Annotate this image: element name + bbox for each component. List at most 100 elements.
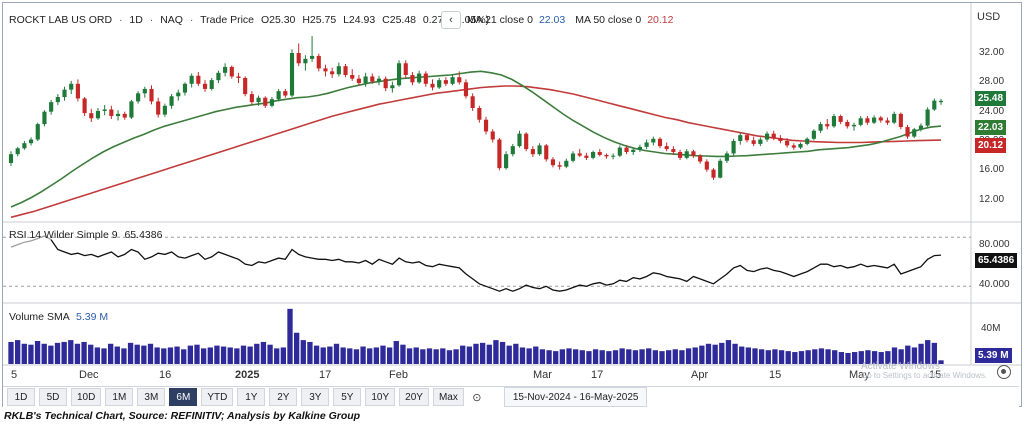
- candle[interactable]: [182, 82, 188, 96]
- candle[interactable]: [283, 88, 288, 98]
- candle[interactable]: [350, 69, 355, 81]
- candle[interactable]: [443, 77, 448, 86]
- chart-canvas[interactable]: [3, 3, 1021, 387]
- range-button-ytd[interactable]: YTD: [201, 388, 234, 406]
- candle[interactable]: [744, 133, 750, 143]
- candle[interactable]: [156, 97, 161, 118]
- candle[interactable]: [310, 36, 315, 62]
- candle[interactable]: [771, 130, 776, 141]
- candle[interactable]: [570, 151, 576, 163]
- candle[interactable]: [62, 86, 67, 101]
- candle[interactable]: [142, 86, 147, 98]
- candle[interactable]: [450, 75, 455, 86]
- volume-legend-label[interactable]: Volume SMA: [9, 311, 70, 323]
- candle[interactable]: [410, 72, 415, 86]
- candle[interactable]: [343, 64, 348, 78]
- candle[interactable]: [209, 77, 214, 91]
- candle[interactable]: [798, 142, 803, 150]
- candle[interactable]: [892, 111, 897, 125]
- candle[interactable]: [778, 135, 783, 144]
- candle[interactable]: [912, 127, 917, 139]
- candle[interactable]: [577, 149, 582, 158]
- candle[interactable]: [544, 143, 549, 162]
- candle[interactable]: [136, 91, 141, 104]
- range-button-10y[interactable]: 10Y: [365, 388, 396, 406]
- candle[interactable]: [811, 129, 816, 141]
- candle[interactable]: [671, 146, 676, 155]
- candle[interactable]: [229, 65, 234, 79]
- candle[interactable]: [818, 121, 823, 133]
- candle[interactable]: [363, 72, 368, 87]
- candle[interactable]: [918, 123, 924, 132]
- candle[interactable]: [878, 116, 883, 123]
- candle[interactable]: [316, 53, 321, 72]
- range-button-2y[interactable]: 2Y: [269, 388, 298, 406]
- candle[interactable]: [504, 151, 509, 170]
- candle[interactable]: [75, 79, 80, 102]
- candle[interactable]: [865, 116, 870, 125]
- candle[interactable]: [303, 55, 308, 71]
- candle[interactable]: [597, 149, 602, 157]
- candle[interactable]: [102, 105, 107, 116]
- candle[interactable]: [537, 143, 542, 156]
- date-range-selector[interactable]: 15-Nov-2024 - 16-May-2025: [503, 387, 648, 407]
- candle[interactable]: [430, 79, 435, 91]
- candle[interactable]: [624, 145, 629, 155]
- candle[interactable]: [805, 137, 810, 146]
- candle[interactable]: [356, 75, 361, 86]
- candle[interactable]: [122, 111, 127, 120]
- candle[interactable]: [711, 168, 716, 180]
- candle[interactable]: [256, 95, 261, 106]
- candle[interactable]: [764, 131, 770, 142]
- range-button-3m[interactable]: 3M: [137, 388, 166, 406]
- range-button-5d[interactable]: 5D: [39, 388, 67, 406]
- candle[interactable]: [510, 143, 515, 157]
- range-button-1y[interactable]: 1Y: [237, 388, 266, 406]
- candle[interactable]: [845, 119, 850, 129]
- candle[interactable]: [263, 96, 268, 108]
- candle[interactable]: [49, 99, 54, 115]
- candle[interactable]: [82, 97, 87, 117]
- candle[interactable]: [22, 141, 27, 150]
- candle[interactable]: [390, 81, 395, 93]
- candle[interactable]: [524, 132, 529, 152]
- candle[interactable]: [898, 112, 903, 130]
- candle[interactable]: [109, 105, 114, 119]
- price-type-label[interactable]: Trade Price: [200, 14, 255, 26]
- candle[interactable]: [149, 85, 154, 105]
- candle[interactable]: [457, 71, 462, 85]
- candle[interactable]: [905, 124, 910, 139]
- candle[interactable]: [858, 116, 863, 127]
- range-button-20y[interactable]: 20Y: [399, 388, 429, 406]
- ma21-legend-label[interactable]: MA 21 close 0: [467, 14, 533, 26]
- candle[interactable]: [925, 107, 930, 128]
- candle[interactable]: [664, 142, 669, 152]
- candle[interactable]: [115, 110, 121, 121]
- candle[interactable]: [932, 98, 937, 111]
- candle[interactable]: [15, 146, 20, 157]
- candle[interactable]: [785, 138, 790, 148]
- candle[interactable]: [684, 149, 689, 160]
- candle[interactable]: [530, 146, 535, 158]
- candle[interactable]: [223, 63, 228, 77]
- candle[interactable]: [751, 136, 756, 147]
- candle[interactable]: [564, 158, 569, 169]
- candle[interactable]: [35, 122, 40, 141]
- candle[interactable]: [169, 94, 174, 109]
- candle[interactable]: [604, 153, 609, 159]
- candle[interactable]: [55, 94, 60, 106]
- range-button-6m[interactable]: 6M: [169, 388, 198, 406]
- candle[interactable]: [938, 98, 944, 105]
- candle[interactable]: [677, 149, 683, 161]
- candle[interactable]: [704, 159, 709, 172]
- candle[interactable]: [758, 137, 763, 147]
- candle[interactable]: [396, 60, 402, 87]
- range-button-5y[interactable]: 5Y: [333, 388, 362, 406]
- candle[interactable]: [289, 49, 295, 97]
- candle[interactable]: [477, 105, 482, 123]
- candle[interactable]: [69, 80, 74, 95]
- candle[interactable]: [557, 161, 562, 170]
- candle[interactable]: [129, 99, 134, 119]
- candle[interactable]: [718, 158, 723, 179]
- candle[interactable]: [216, 70, 221, 84]
